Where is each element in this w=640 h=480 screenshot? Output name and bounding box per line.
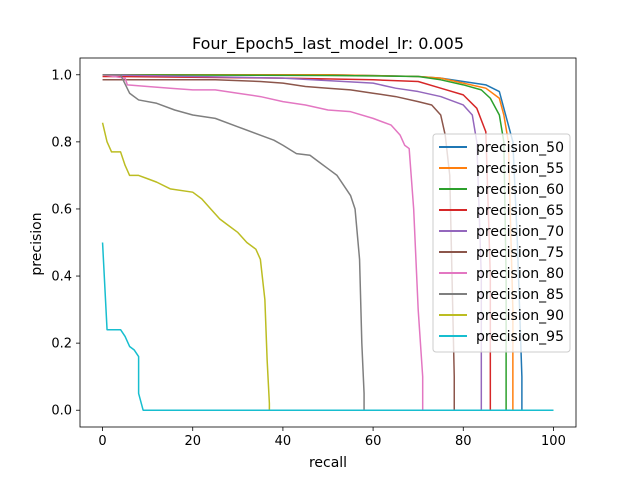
x-tick-label: 20 [184, 434, 201, 449]
series-line-precision-95 [101, 242, 554, 411]
y-axis-label: precision [29, 212, 45, 275]
x-tick-label: 60 [365, 434, 382, 449]
legend-label-precision-85: precision_85 [476, 287, 564, 303]
x-axis-label: recall [309, 455, 347, 471]
legend-label-precision-60: precision_60 [476, 182, 564, 198]
axes-frame [79, 57, 577, 428]
y-tick-label: 0.0 [51, 404, 72, 419]
y-tick-label: 0.2 [51, 337, 72, 352]
series-line-precision-90 [101, 122, 554, 411]
plot-area [101, 74, 554, 411]
y-tick-label: 1.0 [51, 68, 72, 83]
x-tick-label: 0 [98, 434, 106, 449]
axes: 0 20 40 60 80 100 0.0 0.2 0.4 0.6 0.8 1.0 [51, 57, 577, 449]
x-tick-label: 40 [275, 434, 292, 449]
series-line-precision-85 [102, 74, 554, 411]
legend-label-precision-70: precision_70 [476, 224, 564, 240]
x-tick-label: 80 [455, 434, 472, 449]
legend-label-precision-95: precision_95 [476, 329, 564, 345]
legend-label-precision-90: precision_90 [476, 308, 564, 324]
legend-label-precision-50: precision_50 [476, 140, 564, 156]
legend-box [432, 133, 571, 353]
chart-title: Four_Epoch5_last_model_lr: 0.005 [192, 34, 464, 54]
legend-label-precision-55: precision_55 [476, 161, 564, 177]
series-line-precision-80 [102, 74, 554, 411]
legend-label-precision-65: precision_65 [476, 203, 564, 219]
y-tick-label: 0.4 [51, 270, 72, 285]
legend-label-precision-75: precision_75 [476, 245, 564, 261]
x-tick-label: 100 [541, 434, 566, 449]
legend-label-precision-80: precision_80 [476, 266, 564, 282]
y-tick-label: 0.8 [51, 135, 72, 150]
y-tick-label: 0.6 [51, 202, 72, 217]
legend: precision_50 precision_55 precision_60prec… [432, 133, 571, 353]
